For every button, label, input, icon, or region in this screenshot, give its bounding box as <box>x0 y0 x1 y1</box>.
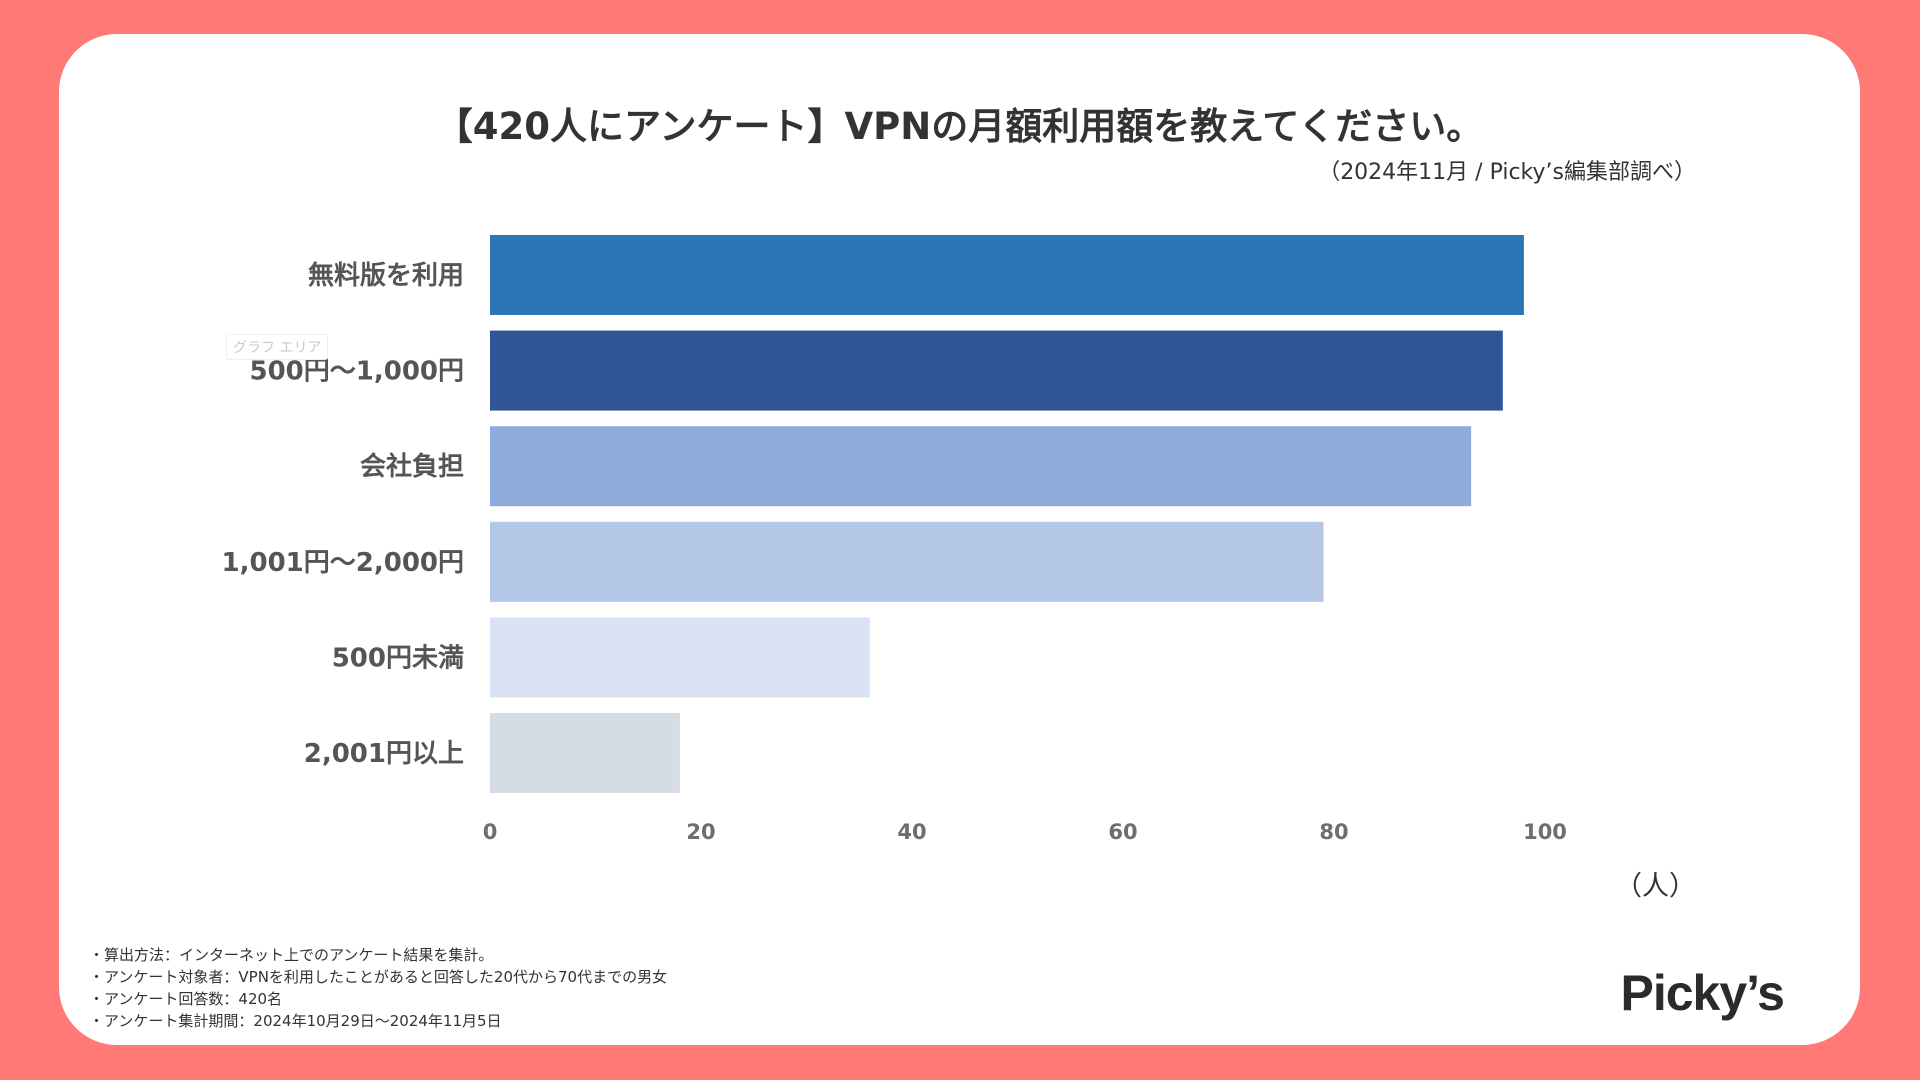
category-label: 無料版を利用 <box>308 261 464 291</box>
note-target: ・アンケート対象者：VPNを利用したことがあると回答した20代から70代までの男… <box>89 968 668 986</box>
category-label: 1,001円〜2,000円 <box>222 548 464 578</box>
bar-2[interactable] <box>490 426 1472 507</box>
bar-5[interactable] <box>490 713 680 793</box>
bar-4[interactable] <box>490 617 870 698</box>
survey-notes: ・算出方法：インターネット上でのアンケート結果を集計。 ・アンケート対象者：VP… <box>89 944 667 1032</box>
x-tick-label: 20 <box>686 820 715 844</box>
source-note: （2024年11月 / Picky’s編集部調べ） <box>1318 160 1696 185</box>
bar-0[interactable] <box>490 235 1524 315</box>
category-label: 500円〜1,000円 <box>249 357 464 387</box>
x-tick-label: 60 <box>1108 820 1137 844</box>
x-tick-label: 40 <box>897 820 926 844</box>
category-label: 会社負担 <box>360 451 464 482</box>
chart-card: 【420人にアンケート】VPNの月額利用額を教えてください。 （2024年11月… <box>59 34 1860 1045</box>
axis-unit-label: （人） <box>1615 871 1696 902</box>
note-count: ・アンケート回答数：420名 <box>89 990 283 1008</box>
bar-3[interactable] <box>490 521 1324 602</box>
chart-area-tooltip: グラフ エリア <box>226 334 329 360</box>
category-label: 2,001円以上 <box>304 739 464 769</box>
bar-1[interactable] <box>490 330 1503 411</box>
x-tick-label: 0 <box>483 820 498 844</box>
pickys-logo: Picky’s <box>1620 965 1785 1021</box>
note-period: ・アンケート集計期間：2024年10月29日〜2024年11月5日 <box>89 1012 502 1030</box>
category-label: 500円未満 <box>332 643 464 673</box>
x-tick-label: 100 <box>1523 820 1567 844</box>
note-method: ・算出方法：インターネット上でのアンケート結果を集計。 <box>89 946 494 964</box>
x-tick-label: 80 <box>1319 820 1348 844</box>
chart-title: 【420人にアンケート】VPNの月額利用額を教えてください。 <box>435 105 1484 148</box>
